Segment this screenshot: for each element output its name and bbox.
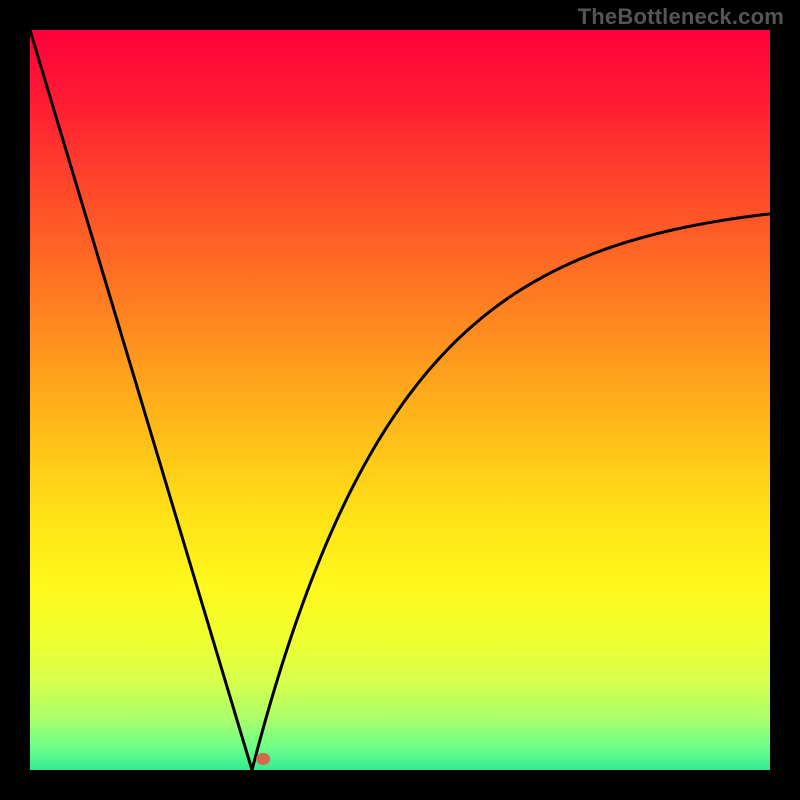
- minimum-marker: [256, 753, 270, 765]
- bottleneck-curve-chart: [0, 0, 800, 800]
- chart-container: { "attribution": "TheBottleneck.com", "c…: [0, 0, 800, 800]
- attribution-text: TheBottleneck.com: [578, 4, 784, 30]
